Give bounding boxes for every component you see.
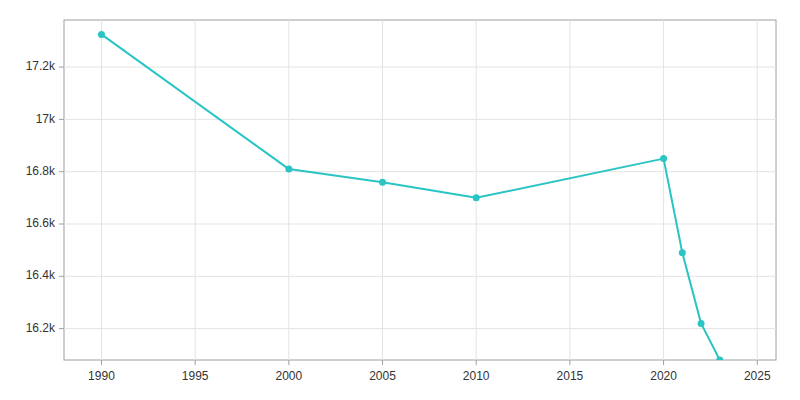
y-tick-label: 17.2k	[26, 59, 56, 73]
y-tick	[59, 276, 64, 277]
x-tick	[195, 360, 196, 365]
x-tick-label: 2020	[650, 369, 677, 383]
x-grid-line	[569, 20, 570, 360]
y-grid-line	[64, 119, 776, 120]
x-tick	[382, 360, 383, 365]
x-grid-line	[288, 20, 289, 360]
x-tick	[757, 360, 758, 365]
x-tick-label: 2010	[463, 369, 490, 383]
y-grid-line	[64, 224, 776, 225]
x-tick-label: 2015	[557, 369, 584, 383]
x-tick	[288, 360, 289, 365]
y-tick	[59, 224, 64, 225]
y-tick-label: 17k	[36, 112, 56, 126]
marker	[716, 357, 723, 361]
x-grid-line	[101, 20, 102, 360]
x-grid-line	[195, 20, 196, 360]
x-tick-label: 2025	[744, 369, 771, 383]
chart-container: 1990 1995 2000 2005 2010 2015 2020 2025 16.2k 16.…	[0, 0, 800, 400]
x-grid-line	[663, 20, 664, 360]
y-grid-line	[64, 171, 776, 172]
grid	[64, 20, 776, 360]
x-grid-line	[476, 20, 477, 360]
y-grid-line	[64, 328, 776, 329]
plot-frame	[64, 20, 776, 360]
line	[101, 34, 719, 360]
chart: 1990 1995 2000 2005 2010 2015 2020 2025 16.2k 16.…	[0, 0, 800, 400]
y-tick-label: 16.6k	[26, 216, 56, 230]
y-tick-label: 16.2k	[26, 321, 56, 335]
marker	[379, 179, 386, 186]
x-tick-label: 1990	[88, 369, 115, 383]
y-tick-label: 16.8k	[26, 164, 56, 178]
marker	[679, 249, 686, 256]
series	[98, 31, 723, 360]
y-tick	[59, 328, 64, 329]
x-tick-label: 1995	[182, 369, 209, 383]
marker	[660, 155, 667, 162]
y-tick	[59, 67, 64, 68]
marker	[473, 194, 480, 201]
y-tick	[59, 119, 64, 120]
x-grid-line	[382, 20, 383, 360]
y-grid-line	[64, 67, 776, 68]
x-grid-line	[757, 20, 758, 360]
marker	[698, 320, 705, 327]
x-tick	[101, 360, 102, 365]
x-tick-label: 2005	[369, 369, 396, 383]
x-tick	[663, 360, 664, 365]
marker	[285, 166, 292, 173]
y-tick-label: 16.4k	[26, 268, 56, 282]
x-tick	[569, 360, 570, 365]
x-tick-label: 2000	[275, 369, 302, 383]
axes: 1990 1995 2000 2005 2010 2015 2020 2025 16.2k 16.…	[26, 59, 771, 383]
y-grid-line	[64, 276, 776, 277]
marker	[98, 31, 105, 38]
y-tick	[59, 171, 64, 172]
x-tick	[476, 360, 477, 365]
